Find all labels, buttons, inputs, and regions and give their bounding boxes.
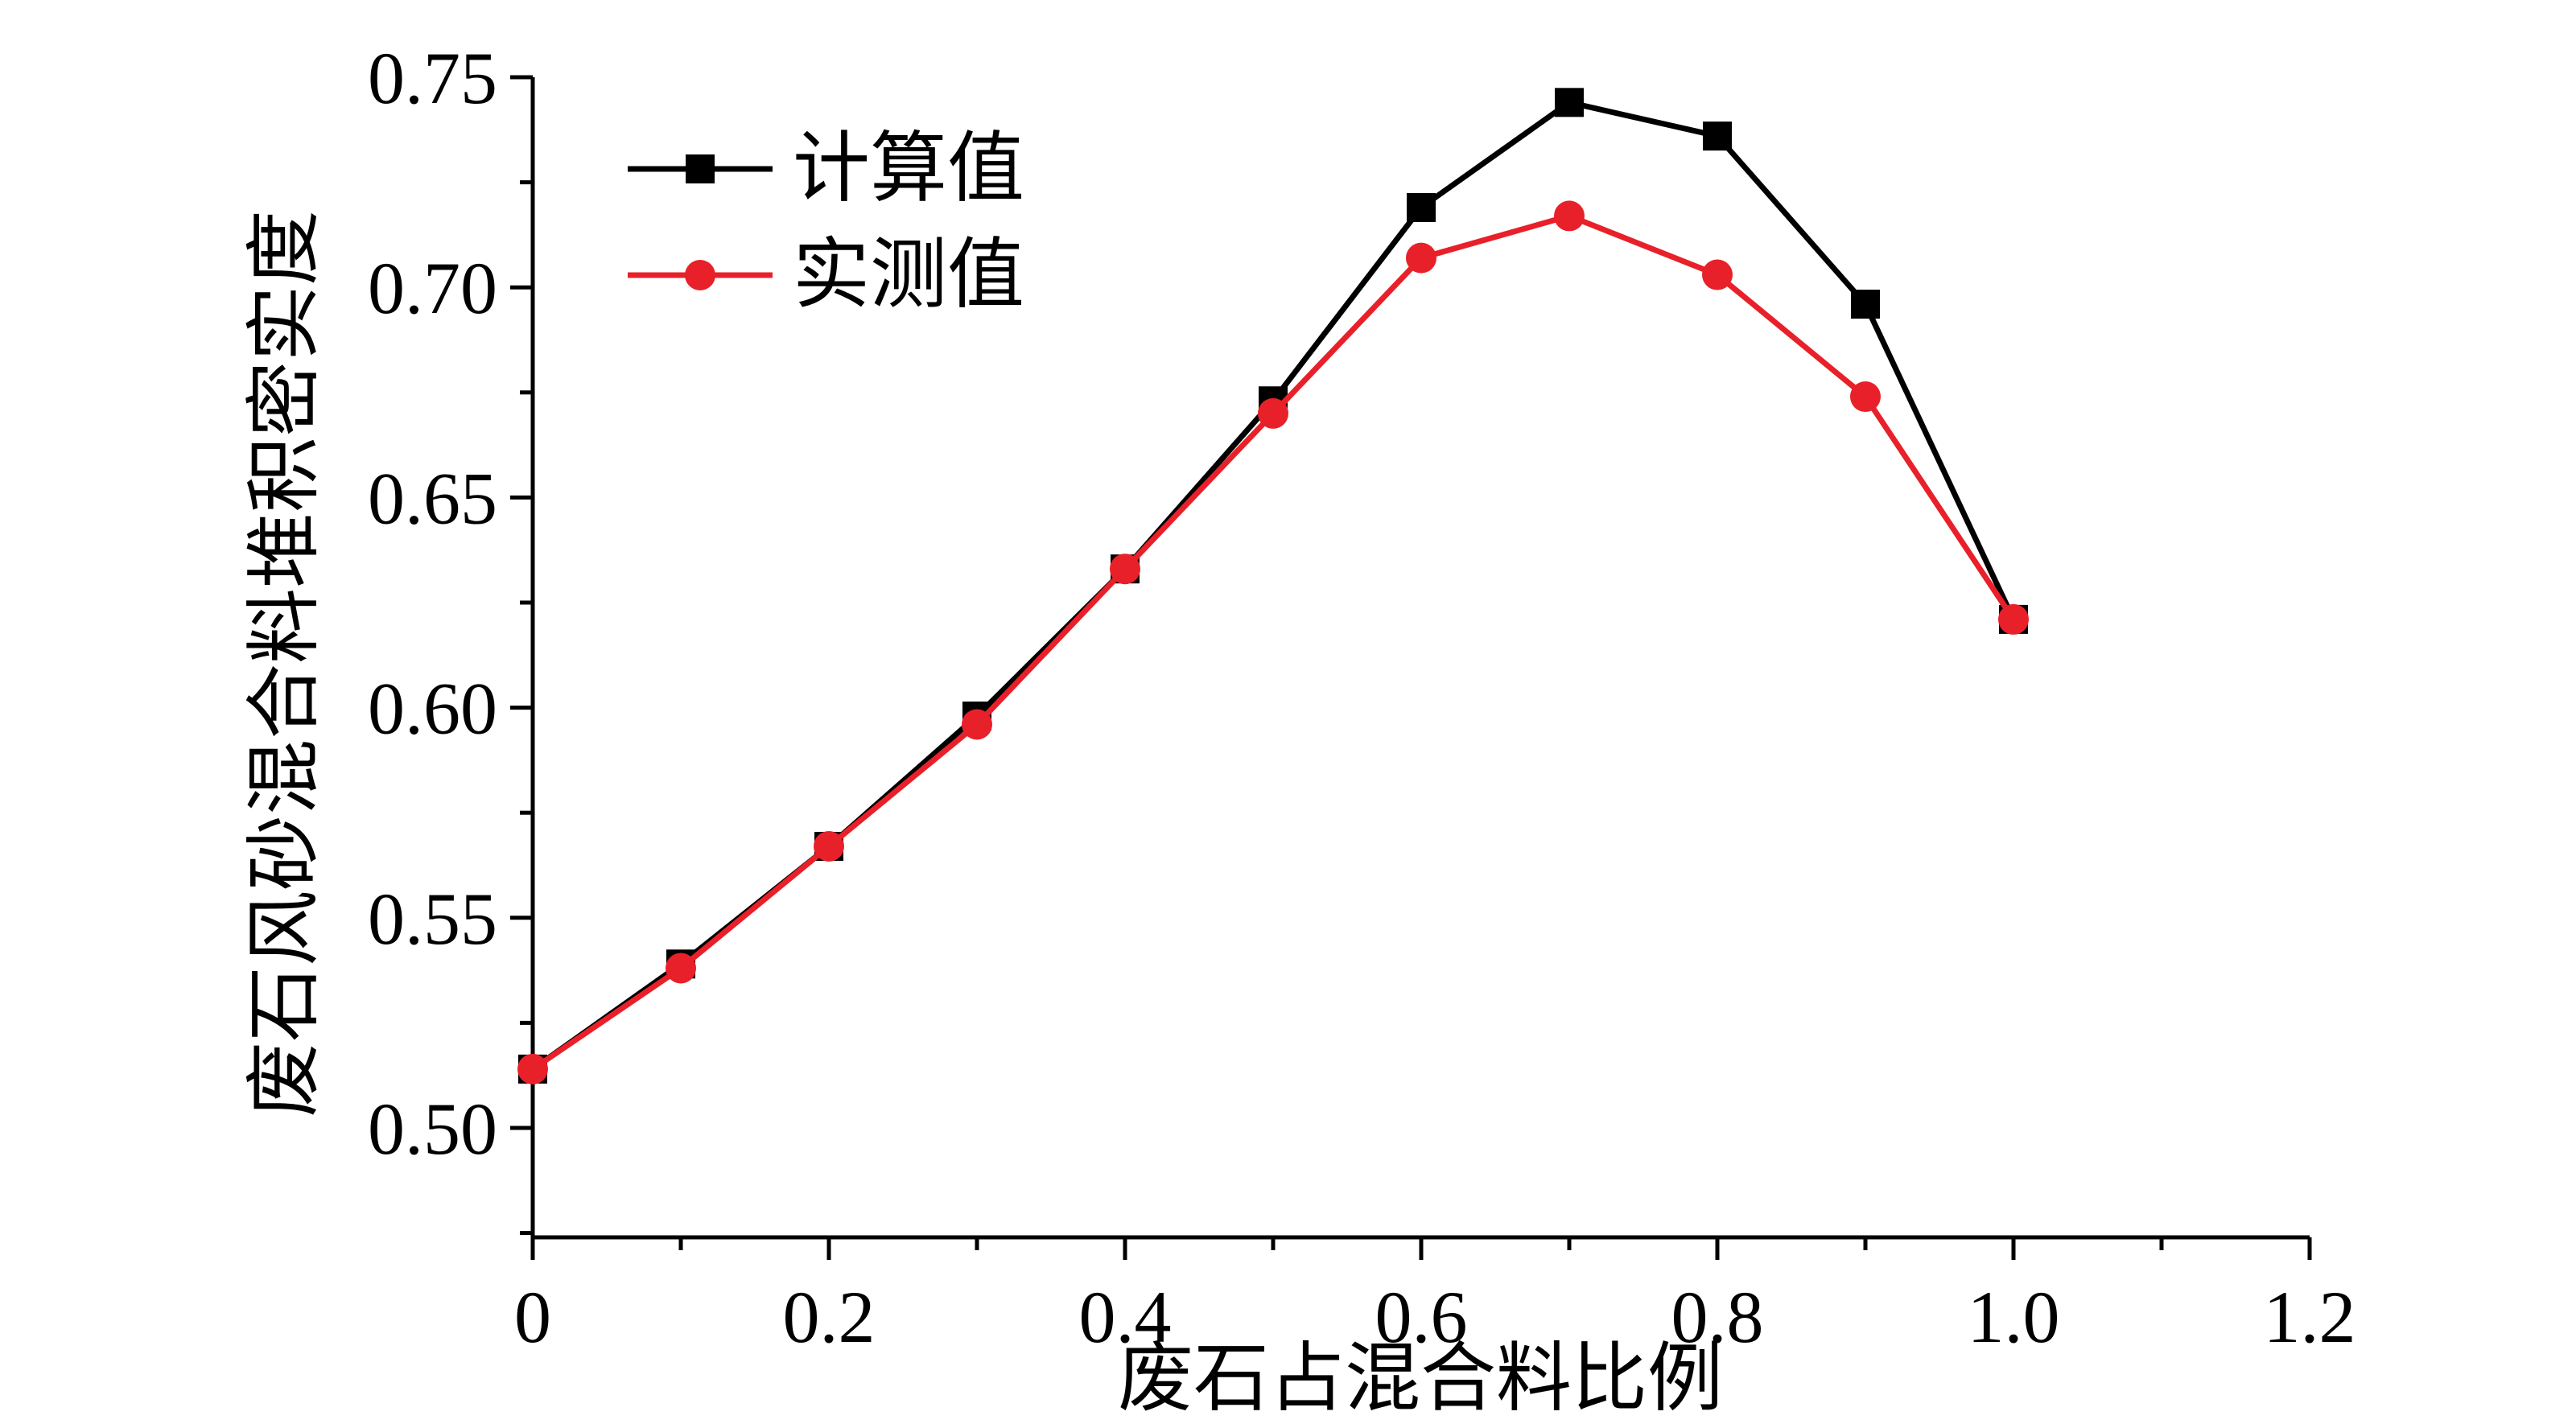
data-point	[1998, 603, 2029, 635]
x-tick-label: 1.2	[2264, 1276, 2356, 1358]
data-point	[1703, 121, 1732, 151]
x-tick-label: 0.8	[1671, 1276, 1764, 1358]
series-2	[517, 200, 2029, 1084]
data-point	[1851, 290, 1880, 319]
y-tick-label: 0.55	[368, 878, 497, 960]
data-point	[1554, 200, 1585, 232]
series-line	[531, 212, 2016, 1072]
y-tick-label: 0.70	[368, 247, 497, 329]
data-point	[1555, 88, 1584, 117]
y-tick-label: 0.75	[368, 37, 497, 119]
legend-marker	[686, 154, 715, 183]
y-tick-label: 0.65	[368, 457, 497, 539]
x-tick-label: 0.2	[783, 1276, 876, 1358]
x-tick-label: 1.0	[1968, 1276, 2060, 1358]
legend-entry: 计算值	[628, 126, 1024, 212]
x-axis-label: 废石占混合料比例	[1118, 1337, 1723, 1421]
data-point	[1702, 259, 1733, 290]
y-tick-label: 0.60	[368, 668, 497, 750]
legend-entry: 实测值	[628, 232, 1024, 318]
y-tick-label: 0.50	[368, 1088, 497, 1170]
series-line	[530, 99, 2017, 1072]
data-point	[1258, 397, 1288, 429]
series-1	[518, 88, 2028, 1084]
data-point	[814, 830, 844, 862]
data-point	[1407, 192, 1436, 222]
x-tick-label: 0.4	[1079, 1276, 1172, 1358]
legend-label: 计算值	[793, 126, 1024, 212]
data-point	[666, 953, 696, 984]
data-point	[962, 709, 992, 740]
legend-label: 实测值	[793, 232, 1024, 318]
data-point	[1110, 554, 1140, 585]
legend-marker	[685, 260, 715, 290]
data-point	[1406, 242, 1436, 274]
data-point	[1850, 381, 1881, 413]
data-point	[517, 1053, 548, 1084]
y-axis-label: 废石风砂混合料堆积密实度	[243, 210, 327, 1117]
x-tick-label: 0.6	[1375, 1276, 1468, 1358]
axes: 0 0.2 0.4 0.6 0.8 1.0 1.2 0.50 0.55 0.60 0.65 0.70 0…	[368, 37, 2356, 1358]
series-layer	[517, 88, 2029, 1084]
x-tick-label: 0	[514, 1276, 551, 1358]
